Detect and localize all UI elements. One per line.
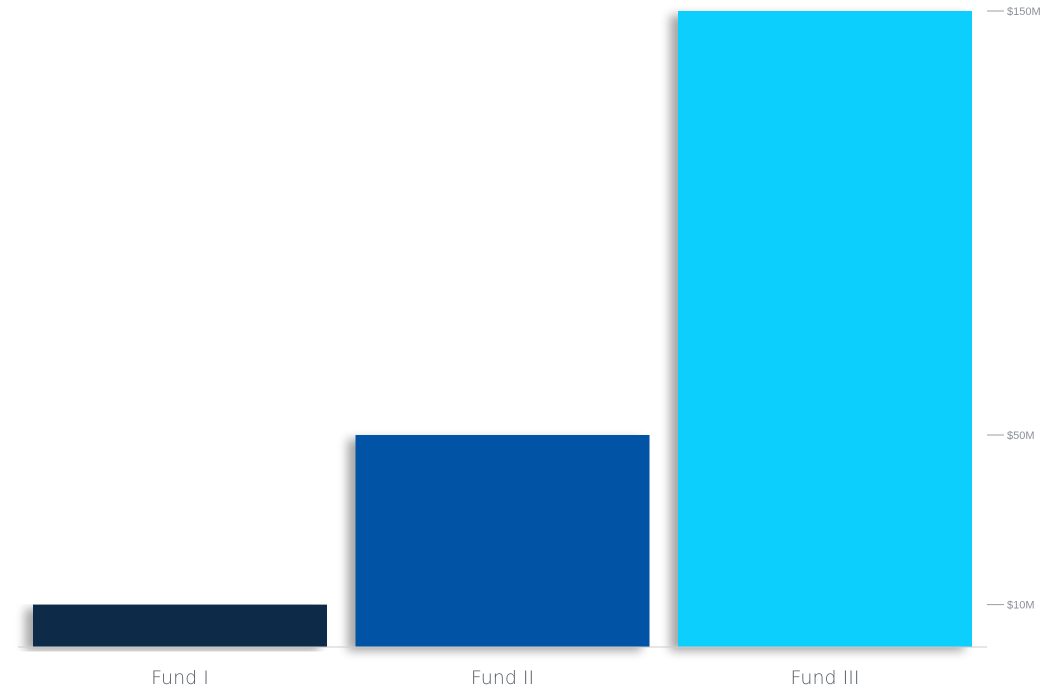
x-axis-labels: Fund I Fund II Fund III bbox=[151, 667, 859, 689]
y-tick-label: $50M bbox=[1007, 430, 1035, 442]
bar-fund-i bbox=[33, 604, 327, 647]
bars-group bbox=[33, 11, 972, 647]
y-tick-label: $150M bbox=[1007, 6, 1041, 18]
bar-fund-ii bbox=[355, 435, 650, 647]
y-tick-label: $10M bbox=[1007, 600, 1035, 612]
bar-fund-iii bbox=[678, 11, 972, 647]
x-category-label: Fund III bbox=[791, 667, 860, 689]
x-category-label: Fund II bbox=[471, 667, 534, 689]
y-axis-ticks: $10M $50M $150M bbox=[987, 6, 1041, 612]
x-category-label: Fund I bbox=[151, 667, 209, 689]
